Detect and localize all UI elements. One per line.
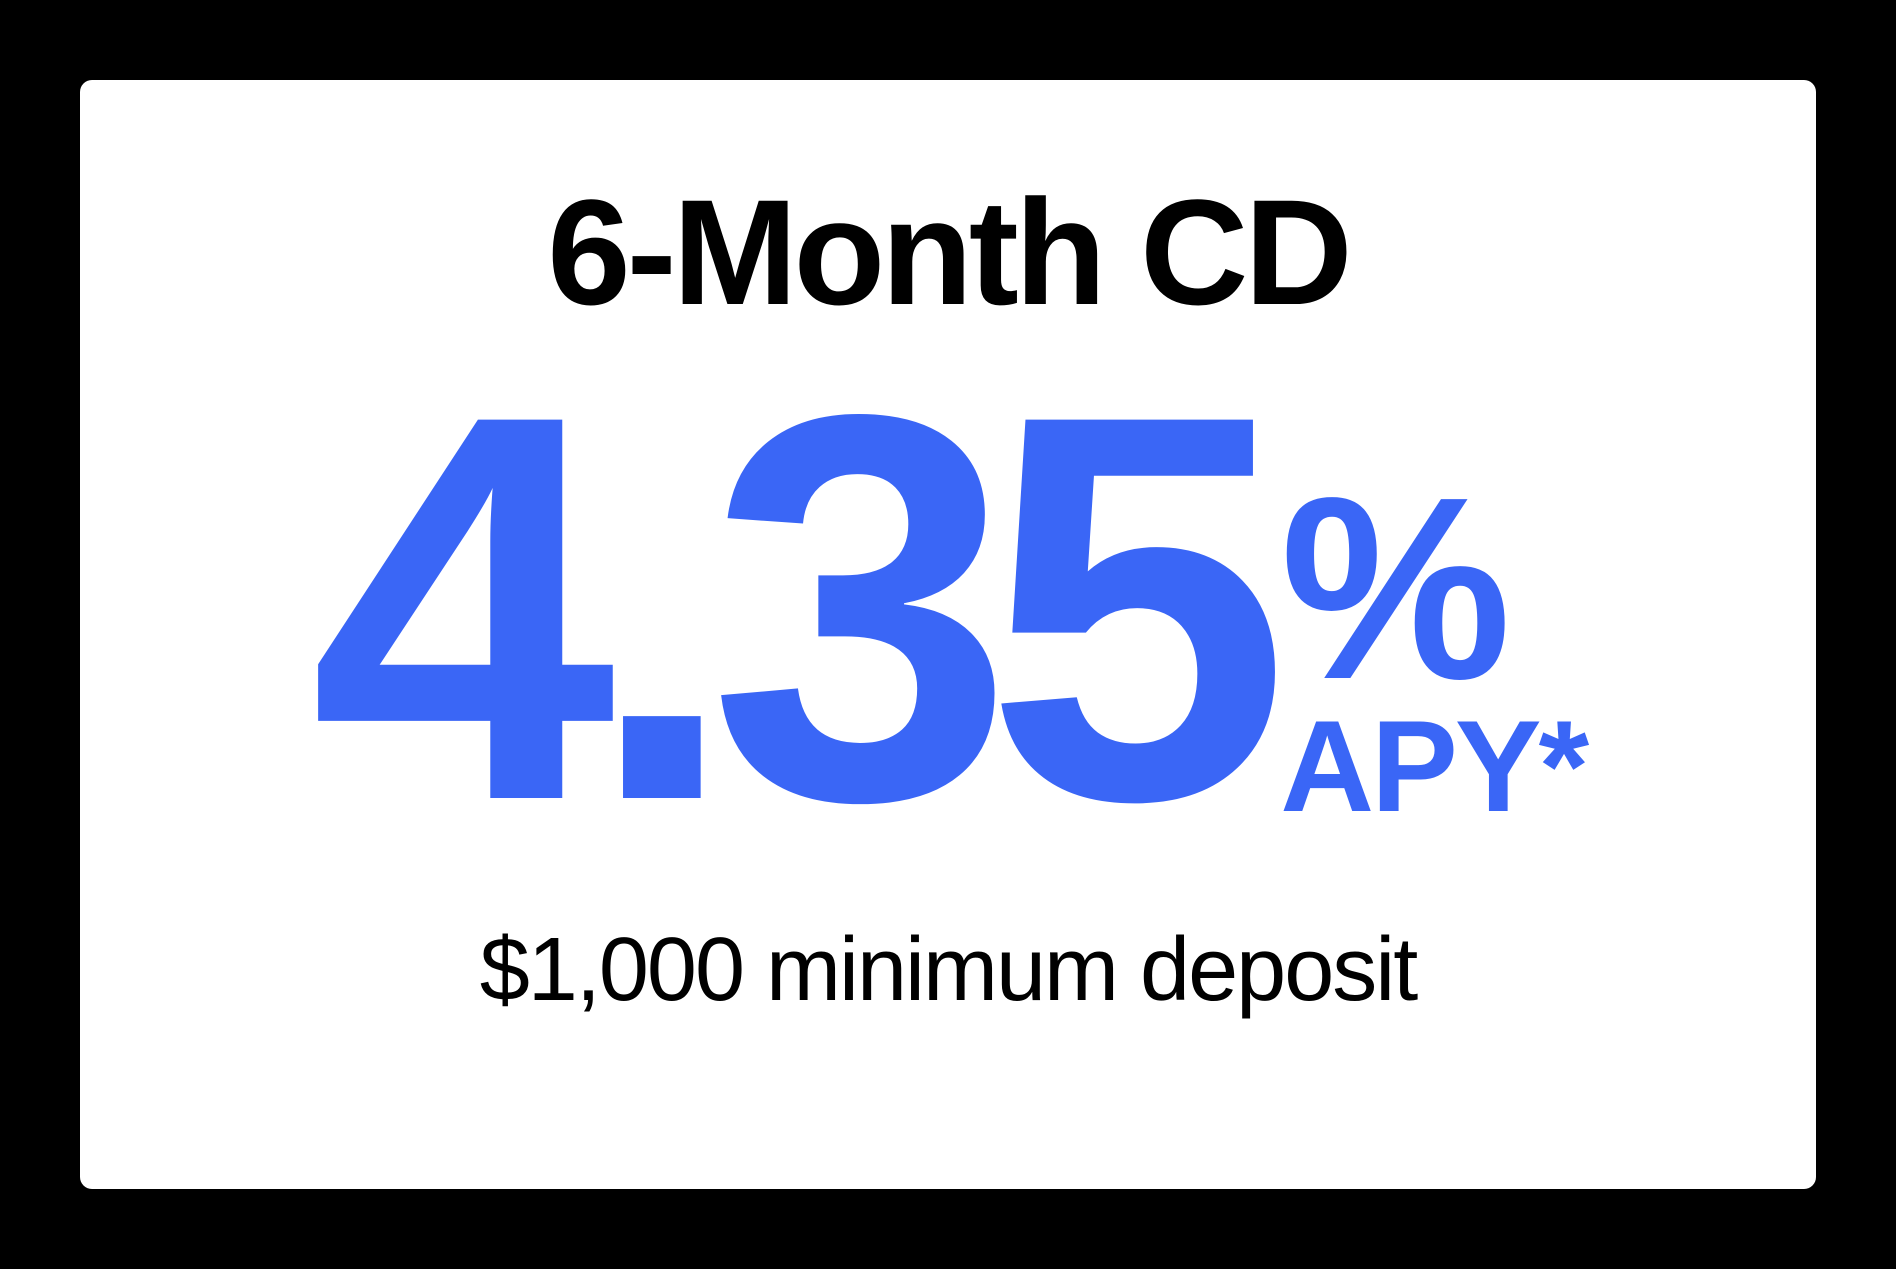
rate-suffix: % APY*	[1280, 472, 1586, 861]
minimum-deposit: $1,000 minimum deposit	[480, 921, 1417, 1020]
rate-row: 4.35 % APY*	[310, 355, 1586, 861]
cd-rate-card: 6-Month CD 4.35 % APY* $1,000 minimum de…	[80, 80, 1816, 1189]
rate-value: 4.35	[310, 355, 1260, 861]
percent-symbol: %	[1280, 472, 1511, 706]
apy-label: APY*	[1280, 701, 1586, 831]
